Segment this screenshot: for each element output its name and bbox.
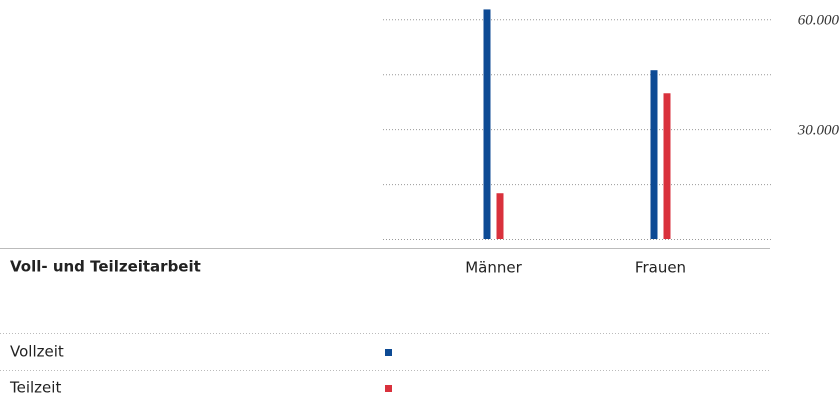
y-tick-label: 30.000 <box>797 123 839 139</box>
chart-title: Voll- und Teilzeitarbeit <box>10 258 201 276</box>
legend-swatch <box>385 349 392 356</box>
x-tick-label: Frauen <box>635 259 686 277</box>
legend-label: Teilzeit <box>9 379 61 397</box>
legend-label: Vollzeit <box>10 343 64 361</box>
bar <box>496 193 504 239</box>
x-tick-label: Männer <box>465 259 522 277</box>
bar <box>650 70 658 239</box>
y-tick-label: 60.000 <box>798 13 839 29</box>
legend-swatch <box>385 385 392 392</box>
bar <box>483 9 491 239</box>
bar <box>663 93 671 239</box>
